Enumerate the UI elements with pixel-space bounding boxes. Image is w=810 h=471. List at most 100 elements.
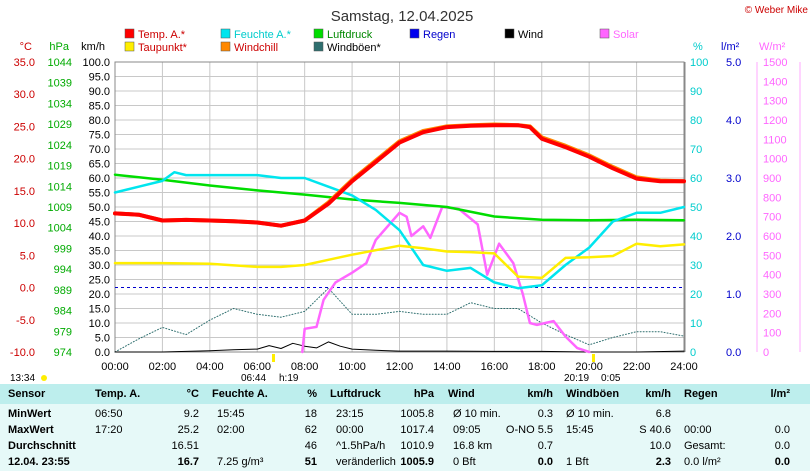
table-cell: 25.2 [177, 424, 199, 436]
legend-label: Temp. A.* [138, 29, 186, 41]
series-line-wind [114, 341, 685, 353]
axis-tick-solar: 1500 [763, 57, 787, 69]
axis-tick-x: 14:00 [433, 361, 461, 373]
table-header-cell: Luftdruck [330, 388, 381, 400]
table-cell: 62 [304, 424, 317, 436]
axis-tick-temp: 25.0 [14, 121, 35, 133]
axis-tick-solar: 400 [763, 270, 781, 282]
axis-tick-pressure: 1024 [48, 140, 72, 152]
axis-tick-solar: 0 [763, 347, 769, 359]
legend-label: Feuchte A.* [234, 29, 292, 41]
table-cell: 1005.8 [400, 408, 434, 420]
table-cell: 0.0 [774, 456, 790, 468]
table-cell: Gesamt: [684, 440, 726, 452]
table-header-cell: % [307, 388, 317, 400]
sunrise-marker-icon [272, 354, 275, 362]
axis-tick-rain: 1.0 [726, 289, 741, 301]
series-line-temp [113, 123, 686, 228]
table-row-label: Durchschnitt [8, 440, 76, 452]
table-cell: 0.0 l/m² [684, 456, 721, 468]
axis-tick-wind: 15.0 [89, 304, 110, 316]
legend-label: Wind [518, 29, 543, 41]
axis-tick-humidity: 70 [690, 144, 702, 156]
annotation-sun-extra: 0:05 [601, 373, 621, 384]
axis-tick-wind: 90.0 [89, 86, 110, 98]
axis-tick-rain: 4.0 [726, 115, 741, 127]
axis-tick-x: 02:00 [149, 361, 177, 373]
axis-tick-pressure: 989 [54, 285, 72, 297]
table-cell: Ø 10 min. [566, 408, 614, 420]
table-cell: 00:00 [336, 424, 364, 436]
summary-table-header [0, 384, 810, 404]
table-cell: 7.25 g/m³ [217, 456, 264, 468]
axis-tick-x: 18:00 [528, 361, 556, 373]
table-cell: veränderlich [336, 456, 396, 468]
legend-swatch [220, 41, 231, 52]
table-cell: 1017.4 [400, 424, 434, 436]
axis-tick-humidity: 40 [690, 231, 702, 243]
axis-tick-rain: 2.0 [726, 231, 741, 243]
table-cell: 17:20 [95, 424, 123, 436]
axis-tick-humidity: 80 [690, 115, 702, 127]
annotation-sunset: 20:19 [564, 373, 589, 384]
axis-tick-solar: 600 [763, 231, 781, 243]
axis-tick-pressure: 1009 [48, 202, 72, 214]
table-cell: 23:15 [336, 408, 364, 420]
axis-tick-temp: 0.0 [20, 283, 35, 295]
axis-tick-solar: 300 [763, 289, 781, 301]
axis-unit-temp: °C [20, 41, 32, 53]
axis-tick-x: 06:00 [243, 361, 271, 373]
legend-label: Windchill [234, 42, 278, 54]
series-line-taupunkt [113, 242, 686, 280]
axis-tick-wind: 50.0 [89, 202, 110, 214]
table-header-cell: km/h [645, 388, 671, 400]
table-cell: 16.8 km [453, 440, 493, 452]
copyright-text: © Weber Mike [745, 5, 809, 16]
weather-chart: Samstag, 12.04.2025 © Weber Mike Temp. A… [9, 5, 809, 384]
legend-label: Taupunkt* [138, 42, 188, 54]
axis-tick-pressure: 1039 [48, 78, 72, 90]
table-cell: 6.8 [655, 408, 671, 420]
axis-tick-temp: 35.0 [14, 57, 35, 69]
axis-tick-wind: 35.0 [89, 246, 110, 258]
axis-tick-wind: 70.0 [89, 144, 110, 156]
table-cell: 0.0 [537, 456, 553, 468]
axis-tick-x: 20:00 [575, 361, 603, 373]
legend-swatch [124, 41, 135, 52]
axis-tick-solar: 1100 [763, 134, 787, 146]
axis-tick-humidity: 0 [690, 347, 696, 359]
table-cell: 16.7 [177, 456, 199, 468]
table-cell: 9.2 [183, 408, 199, 420]
axis-tick-humidity: 20 [690, 289, 702, 301]
table-row-label: MaxWert [8, 424, 54, 436]
table-cell: 00:00 [684, 424, 712, 436]
table-header-cell: Regen [684, 388, 718, 400]
axis-tick-humidity: 10 [690, 318, 702, 330]
table-header-cell: km/h [527, 388, 553, 400]
series-line-windboeen [114, 287, 685, 353]
legend-label: Solar [613, 29, 639, 41]
table-cell: 51 [304, 456, 317, 468]
axis-tick-x: 24:00 [670, 361, 698, 373]
axis-tick-solar: 900 [763, 173, 781, 185]
axis-tick-humidity: 90 [690, 86, 702, 98]
table-cell: S 40.6 [639, 424, 671, 436]
axis-tick-humidity: 100 [690, 57, 708, 69]
table-cell: 02:00 [217, 424, 245, 436]
axis-tick-wind: 55.0 [89, 188, 110, 200]
sun-marker-icon [41, 375, 47, 381]
axis-tick-humidity: 50 [690, 202, 702, 214]
summary-table: Sensor Temp. A. °C Feuchte A.% Luftdruck hPa W… [0, 384, 810, 471]
axis-tick-wind: 25.0 [89, 275, 110, 287]
axis-tick-wind: 65.0 [89, 159, 110, 171]
axis-unit-wind: km/h [81, 41, 105, 53]
table-header-cell: l/m² [770, 388, 790, 400]
axis-tick-wind: 20.0 [89, 289, 110, 301]
axis-tick-temp: -10.0 [10, 347, 35, 359]
axis-tick-x: 00:00 [101, 361, 129, 373]
legend-swatch [313, 41, 324, 52]
axis-tick-wind: 30.0 [89, 260, 110, 272]
legend-swatch [599, 28, 610, 39]
axis-tick-wind: 100.0 [82, 57, 110, 69]
legend-label: Windböen* [327, 42, 382, 54]
